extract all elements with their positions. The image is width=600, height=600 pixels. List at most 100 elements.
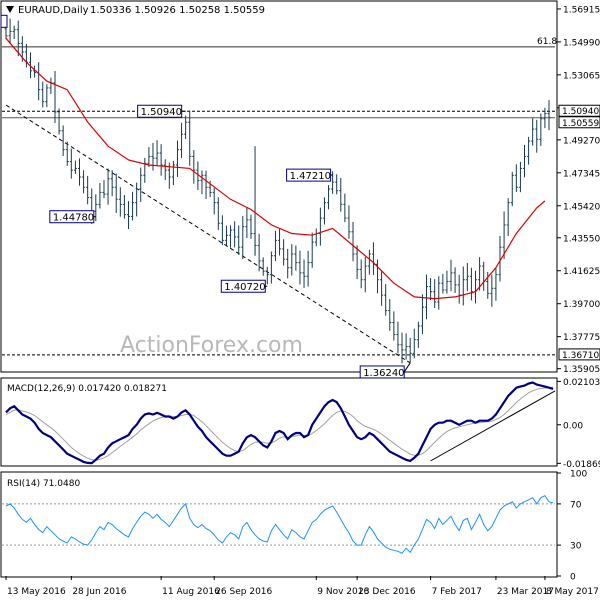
candle bbox=[233, 221, 237, 248]
macd-trendline bbox=[430, 390, 556, 462]
candle bbox=[310, 232, 314, 268]
price-axis-label: 1.53065 bbox=[563, 71, 600, 81]
candle bbox=[106, 168, 110, 205]
candle bbox=[82, 170, 86, 194]
candle bbox=[531, 118, 535, 146]
candle bbox=[200, 170, 204, 195]
top-left-marker-box bbox=[0, 14, 8, 28]
candle bbox=[490, 274, 494, 307]
annotation-text: 1.47210 bbox=[290, 171, 331, 182]
candle bbox=[527, 136, 531, 165]
candle bbox=[114, 173, 118, 213]
price-axis-label: 1.41625 bbox=[563, 267, 600, 277]
candle bbox=[518, 161, 522, 193]
x-axis-label: 13 May 2016 bbox=[7, 587, 66, 597]
price-axis-label: 1.39700 bbox=[563, 300, 600, 310]
candle bbox=[126, 201, 130, 230]
x-axis-label: 28 Jun 2016 bbox=[72, 587, 126, 597]
candle bbox=[286, 248, 290, 279]
candle bbox=[343, 193, 347, 223]
candle bbox=[400, 332, 404, 364]
candle bbox=[478, 257, 482, 291]
x-axis-label: 7 Feb 2017 bbox=[432, 587, 482, 597]
candle bbox=[449, 259, 453, 292]
candle bbox=[420, 294, 424, 334]
candle bbox=[514, 164, 518, 192]
candle bbox=[180, 122, 184, 159]
x-axis-label: 8 May 2017 bbox=[546, 587, 599, 597]
annotation-text: 1.36240 bbox=[363, 368, 404, 379]
candle bbox=[188, 110, 192, 166]
candle bbox=[273, 230, 277, 262]
price-axis-label: 1.35905 bbox=[563, 365, 600, 375]
candle bbox=[384, 284, 388, 316]
candles-group bbox=[4, 18, 551, 364]
price-annotation: 1.36240 bbox=[359, 362, 411, 379]
candle bbox=[135, 182, 139, 217]
support-price-tag bbox=[558, 348, 600, 361]
annotation-text: 1.44780 bbox=[53, 213, 94, 224]
candle bbox=[506, 198, 510, 237]
candle bbox=[543, 107, 547, 129]
candle bbox=[351, 221, 355, 262]
candle bbox=[163, 159, 167, 180]
candle bbox=[441, 273, 445, 294]
x-axis-label: 23 Dec 2016 bbox=[358, 587, 416, 597]
chart-menu-triangle-icon[interactable] bbox=[6, 6, 14, 13]
candle bbox=[147, 147, 151, 168]
candle bbox=[16, 20, 20, 57]
candle bbox=[322, 197, 326, 225]
candle bbox=[98, 183, 102, 209]
x-axis-label: 23 Mar 2017 bbox=[497, 587, 554, 597]
watermark: ActionForex.com bbox=[120, 333, 303, 358]
candle bbox=[45, 84, 49, 108]
candle bbox=[355, 245, 359, 280]
candle bbox=[347, 205, 351, 239]
rsi-line bbox=[5, 495, 554, 554]
annotation-text: 1.40720 bbox=[224, 282, 265, 293]
rsi-axis-label: 0 bbox=[570, 573, 576, 583]
candle bbox=[257, 233, 261, 272]
macd-panel-frame bbox=[0, 377, 558, 467]
candle bbox=[224, 225, 228, 246]
macd-axis-label: -0.018699 bbox=[563, 460, 600, 470]
candle bbox=[41, 81, 45, 108]
candle bbox=[547, 100, 551, 131]
price-axis-label: 1.49270 bbox=[563, 136, 600, 146]
candle bbox=[86, 176, 90, 205]
resistance-price-tag-text: 1.50940 bbox=[562, 107, 599, 117]
candle bbox=[220, 215, 224, 246]
candle bbox=[416, 321, 420, 348]
candle bbox=[278, 229, 282, 256]
price-annotation: 1.50940 bbox=[137, 104, 186, 118]
candle bbox=[392, 311, 396, 341]
annotation-leader bbox=[403, 362, 411, 373]
candle bbox=[204, 170, 208, 199]
candle bbox=[8, 18, 12, 44]
x-axis-label: 26 Sep 2016 bbox=[215, 587, 272, 597]
macd-signal-line bbox=[5, 386, 554, 461]
candle bbox=[269, 251, 273, 284]
descending-trendline bbox=[5, 104, 411, 364]
candle bbox=[380, 270, 384, 306]
candle bbox=[237, 225, 241, 255]
candle bbox=[335, 174, 339, 195]
candle bbox=[388, 299, 392, 331]
candle bbox=[184, 115, 188, 140]
candle bbox=[69, 148, 73, 179]
candle bbox=[73, 160, 77, 174]
candle bbox=[465, 262, 469, 292]
candle bbox=[245, 207, 249, 239]
candle bbox=[298, 250, 302, 285]
candle bbox=[212, 187, 216, 215]
candle bbox=[523, 144, 527, 178]
price-axis-label: 1.45420 bbox=[563, 202, 600, 212]
macd-label: MACD(12,26,9) 0.017420 0.018271 bbox=[7, 384, 167, 394]
rsi-panel-frame bbox=[0, 471, 558, 578]
candle bbox=[175, 140, 179, 177]
candle bbox=[498, 235, 502, 282]
x-axis-label: 11 Aug 2016 bbox=[162, 587, 220, 597]
candle bbox=[61, 125, 65, 156]
candle bbox=[171, 160, 175, 186]
